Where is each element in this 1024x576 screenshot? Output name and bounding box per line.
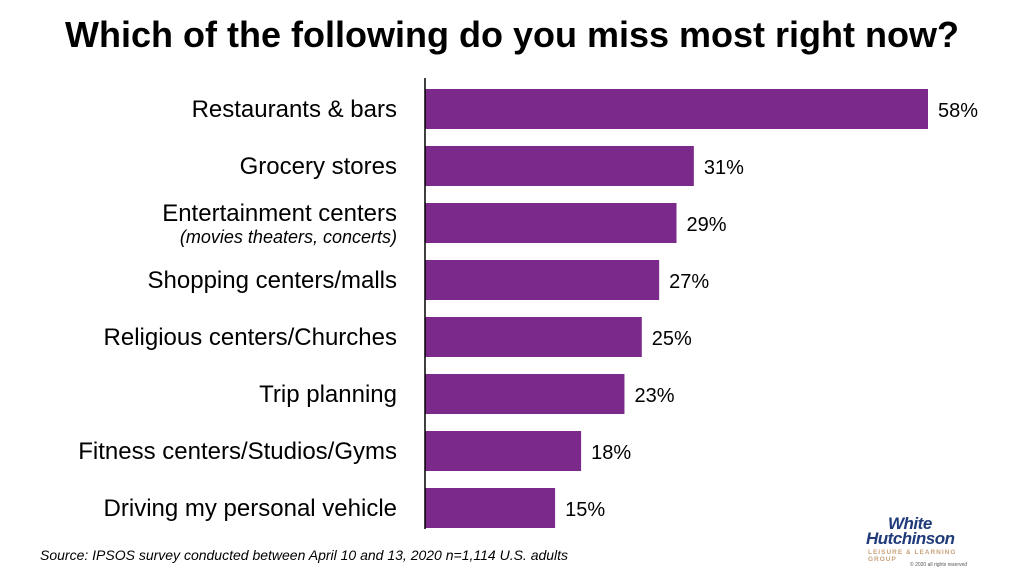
category-label-2: Grocery stores <box>240 153 397 180</box>
value-label-6: 23% <box>634 385 674 407</box>
category-label-7: Fitness centers/Studios/Gyms <box>78 438 397 465</box>
logo-tagline: LEISURE & LEARNING GROUP <box>868 549 957 563</box>
logo-copyright: © 2020 all rights reserved <box>910 562 968 568</box>
value-label-4: 27% <box>669 271 709 293</box>
bar-4 <box>425 260 660 300</box>
bar-2 <box>425 146 694 186</box>
category-sublabel-3: (movies theaters, concerts) <box>180 227 397 247</box>
category-label-4: Shopping centers/malls <box>148 267 397 294</box>
category-label-5: Religious centers/Churches <box>104 324 397 351</box>
bar-5 <box>425 317 642 357</box>
value-label-7: 18% <box>591 442 631 464</box>
value-labels-group: 58% 31% 29% 27% 25% 23% 18% 15% <box>565 100 978 521</box>
category-label-1: Restaurants & bars <box>192 96 397 123</box>
bar-3 <box>425 203 677 243</box>
value-label-5: 25% <box>652 328 692 350</box>
category-label-8: Driving my personal vehicle <box>104 495 397 522</box>
bar-7 <box>425 431 582 471</box>
category-label-3: Entertainment centers <box>162 200 397 227</box>
value-label-3: 29% <box>687 214 727 236</box>
value-label-2: 31% <box>704 157 744 179</box>
bar-1 <box>425 89 928 129</box>
company-logo: White Hutchinson LEISURE & LEARNING GROU… <box>858 514 976 572</box>
bar-8 <box>425 488 556 528</box>
value-label-8: 15% <box>565 499 605 521</box>
category-labels-group: Restaurants & bars Grocery stores Entertai… <box>78 96 397 522</box>
value-label-1: 58% <box>938 100 978 122</box>
chart-title: Which of the following do you miss most … <box>65 14 959 55</box>
bar-6 <box>425 374 625 414</box>
bars-group <box>425 89 928 528</box>
logo-text-hutchinson: Hutchinson <box>866 529 955 548</box>
logo-text-white: White <box>888 514 932 533</box>
source-note: Source: IPSOS survey conducted between A… <box>40 547 569 563</box>
category-label-6: Trip planning <box>259 381 397 408</box>
